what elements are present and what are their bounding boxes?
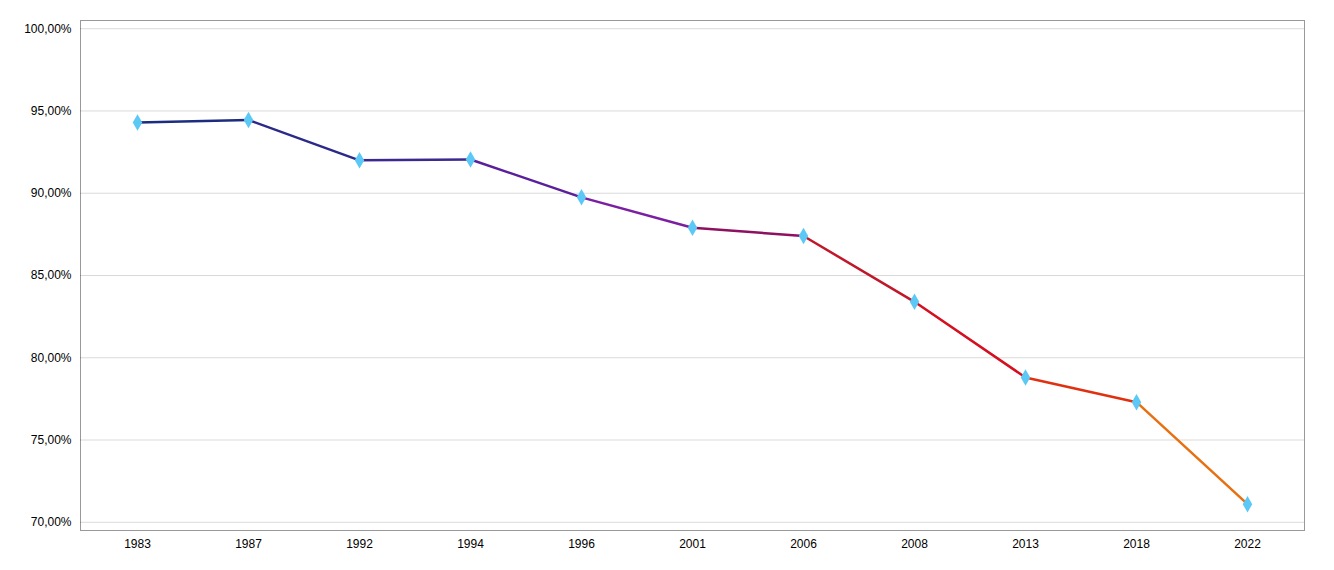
svg-text:95,00%: 95,00% [31, 104, 72, 118]
svg-text:2006: 2006 [790, 537, 817, 551]
svg-text:2018: 2018 [1123, 537, 1150, 551]
svg-text:2022: 2022 [1234, 537, 1261, 551]
svg-text:1994: 1994 [457, 537, 484, 551]
svg-text:1987: 1987 [235, 537, 262, 551]
svg-text:2013: 2013 [1012, 537, 1039, 551]
svg-text:2001: 2001 [679, 537, 706, 551]
svg-text:2008: 2008 [901, 537, 928, 551]
svg-text:80,00%: 80,00% [31, 351, 72, 365]
svg-text:85,00%: 85,00% [31, 268, 72, 282]
svg-text:1996: 1996 [568, 537, 595, 551]
svg-text:1983: 1983 [124, 537, 151, 551]
svg-text:75,00%: 75,00% [31, 433, 72, 447]
svg-text:1992: 1992 [346, 537, 373, 551]
svg-text:100,00%: 100,00% [24, 22, 72, 36]
svg-text:90,00%: 90,00% [31, 186, 72, 200]
svg-text:70,00%: 70,00% [31, 515, 72, 529]
